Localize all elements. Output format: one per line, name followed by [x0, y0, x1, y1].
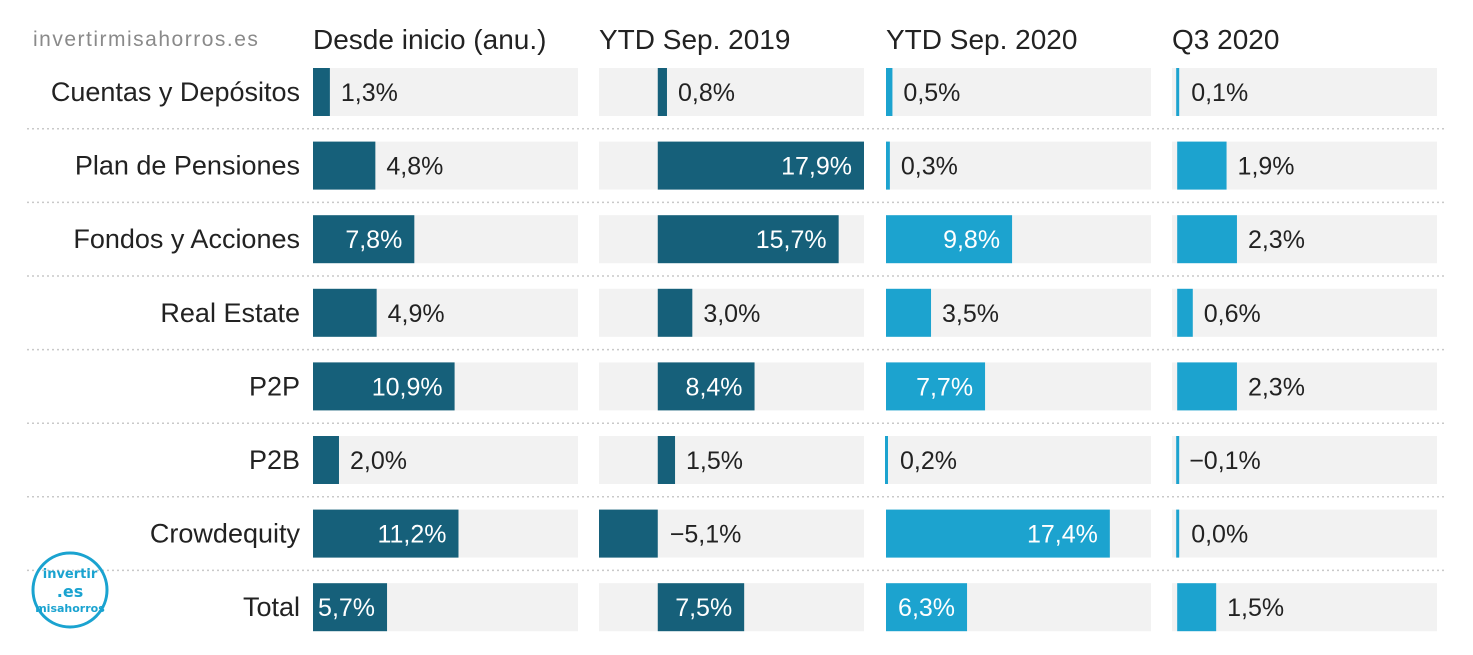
panel-title: Q3 2020	[1172, 24, 1279, 55]
bar-value-label: 17,4%	[1027, 521, 1098, 549]
bar	[657, 141, 864, 190]
bar	[1177, 141, 1227, 190]
bar-value-label: 3,5%	[942, 300, 999, 328]
bar-value-label: 7,8%	[345, 226, 402, 254]
logo-text-bottom: misahorros	[35, 602, 105, 615]
bar-value-label: 11,2%	[377, 521, 446, 549]
panel-title: Desde inicio (anu.)	[313, 24, 546, 55]
bar	[885, 436, 888, 484]
bar-track	[1172, 288, 1437, 337]
panel-title: YTD Sep. 2020	[886, 24, 1077, 55]
bar	[886, 215, 1013, 264]
bar	[313, 215, 415, 264]
bar	[886, 583, 968, 632]
bar	[1177, 362, 1237, 411]
bar-value-label: 10,9%	[372, 373, 443, 401]
bar-track	[599, 68, 864, 116]
bar-value-label: 0,6%	[1204, 300, 1261, 328]
bar-value-label: 8,4%	[686, 373, 743, 401]
logo-text-middle: .es	[57, 582, 83, 601]
bar-track	[599, 288, 864, 337]
bar-track	[1172, 509, 1437, 558]
bar-track	[886, 141, 1151, 190]
bar	[313, 68, 330, 116]
bar-track	[599, 436, 864, 484]
bar-value-label: 15,7%	[756, 226, 827, 254]
bar-track	[1172, 68, 1437, 116]
bar	[1177, 215, 1237, 264]
bar	[1176, 436, 1180, 484]
row-label: P2B	[249, 445, 300, 475]
bar-track	[886, 436, 1151, 484]
bar-value-label: 2,3%	[1248, 373, 1305, 401]
chart-grid	[27, 128, 1447, 572]
row-label: Total	[243, 592, 300, 622]
bar-track	[1172, 436, 1437, 484]
bar-value-label: 7,7%	[916, 373, 973, 401]
bar-value-label: 4,9%	[388, 300, 445, 328]
bar-value-label: −5,1%	[670, 521, 742, 549]
bar-value-label: −0,1%	[1189, 447, 1261, 475]
bar	[313, 436, 339, 484]
row-label: Cuentas y Depósitos	[51, 77, 300, 107]
bar-value-label: 17,9%	[781, 153, 852, 181]
bar	[313, 141, 376, 190]
bar	[657, 215, 839, 264]
bar	[657, 68, 667, 116]
bar-value-label: 6,3%	[898, 594, 955, 622]
bar-track	[313, 68, 578, 116]
row-label: P2P	[249, 371, 300, 401]
row-label: Real Estate	[160, 298, 300, 328]
bar-value-label: 2,3%	[1248, 226, 1305, 254]
bar	[886, 509, 1110, 558]
bar	[886, 362, 986, 411]
brand-logo: invertir .es misahorros	[31, 551, 109, 629]
bar-value-label: 7,5%	[675, 594, 732, 622]
logo-circle-icon	[31, 551, 109, 629]
bar	[886, 288, 932, 337]
bar-value-label: 0,5%	[903, 79, 960, 107]
bar-value-label: 0,2%	[900, 447, 957, 475]
bar	[599, 509, 658, 558]
bar	[657, 362, 755, 411]
bar	[313, 288, 377, 337]
bar-value-label: 9,8%	[943, 226, 1000, 254]
bar	[657, 288, 693, 337]
bar	[313, 583, 388, 632]
bar	[657, 583, 745, 632]
logo-text-top: invertir	[43, 567, 98, 582]
bar-value-label: 0,0%	[1191, 521, 1248, 549]
bar	[313, 362, 455, 411]
bar	[1176, 68, 1180, 116]
bar-value-label: 3,0%	[703, 300, 760, 328]
bar	[1177, 583, 1217, 632]
bar	[657, 436, 676, 484]
bar	[1176, 509, 1180, 558]
panel-title: YTD Sep. 2019	[599, 24, 790, 55]
row-label: Crowdequity	[150, 519, 301, 549]
row-label: Plan de Pensiones	[75, 151, 300, 181]
bar-track	[313, 436, 578, 484]
bar	[886, 141, 890, 190]
bar-value-label: 5,7%	[318, 594, 375, 622]
bar-value-label: 0,3%	[901, 153, 958, 181]
bar-value-label: 0,8%	[678, 79, 735, 107]
bar	[886, 68, 893, 116]
row-label: Fondos y Acciones	[73, 224, 300, 254]
bar-value-label: 1,3%	[341, 79, 398, 107]
bar-value-label: 1,5%	[686, 447, 743, 475]
bar	[1177, 288, 1193, 337]
bar-value-label: 1,9%	[1238, 153, 1295, 181]
bar-value-label: 1,5%	[1227, 594, 1284, 622]
watermark-text: invertirmisahorros.es	[33, 28, 259, 51]
bar-value-label: 0,1%	[1191, 79, 1248, 107]
bar-value-label: 2,0%	[350, 447, 407, 475]
bar-value-label: 4,8%	[386, 153, 443, 181]
bar	[313, 509, 459, 558]
bar-track	[886, 68, 1151, 116]
